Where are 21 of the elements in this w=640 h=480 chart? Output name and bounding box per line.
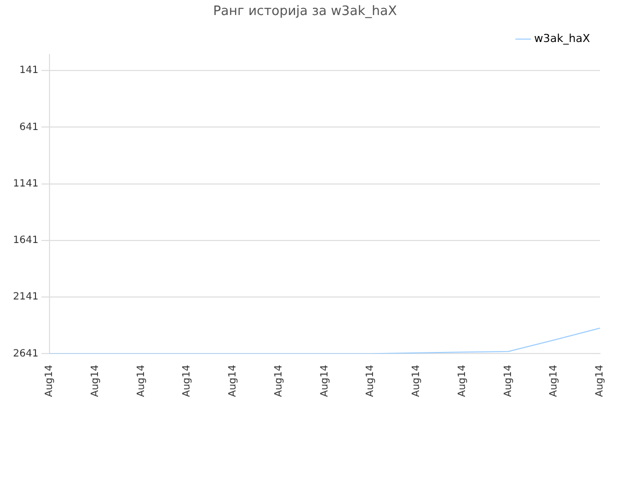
y-tick-label: 2141 [12,292,38,303]
x-tick-label: Aug14 [365,364,376,398]
x-tick-label: Aug14 [44,364,56,398]
y-tick-label: 2641 [12,348,38,360]
y-tick-label: 641 [19,122,38,133]
x-tick-label: Aug14 [319,364,330,398]
x-tick-label: Aug14 [502,364,514,398]
x-tick-label: Aug14 [273,364,284,398]
x-tick-label: Aug14 [594,364,606,398]
y-tick-label: 1141 [12,178,38,190]
x-tick-label: Aug14 [90,364,101,398]
x-tick-label: Aug14 [411,364,422,398]
chart-title: Ранг историја за w3ak_haX [213,4,397,20]
x-tick-label: Aug14 [136,364,147,398]
x-tick-label: Aug14 [456,364,468,398]
y-tick-label: 1641 [12,235,38,246]
legend-label: w3ak_haX [534,32,590,45]
x-tick-label: Aug14 [548,364,560,398]
x-tick-label: Aug14 [228,364,239,398]
y-tick-label: 141 [19,65,38,76]
x-tick-label: Aug14 [182,364,193,398]
